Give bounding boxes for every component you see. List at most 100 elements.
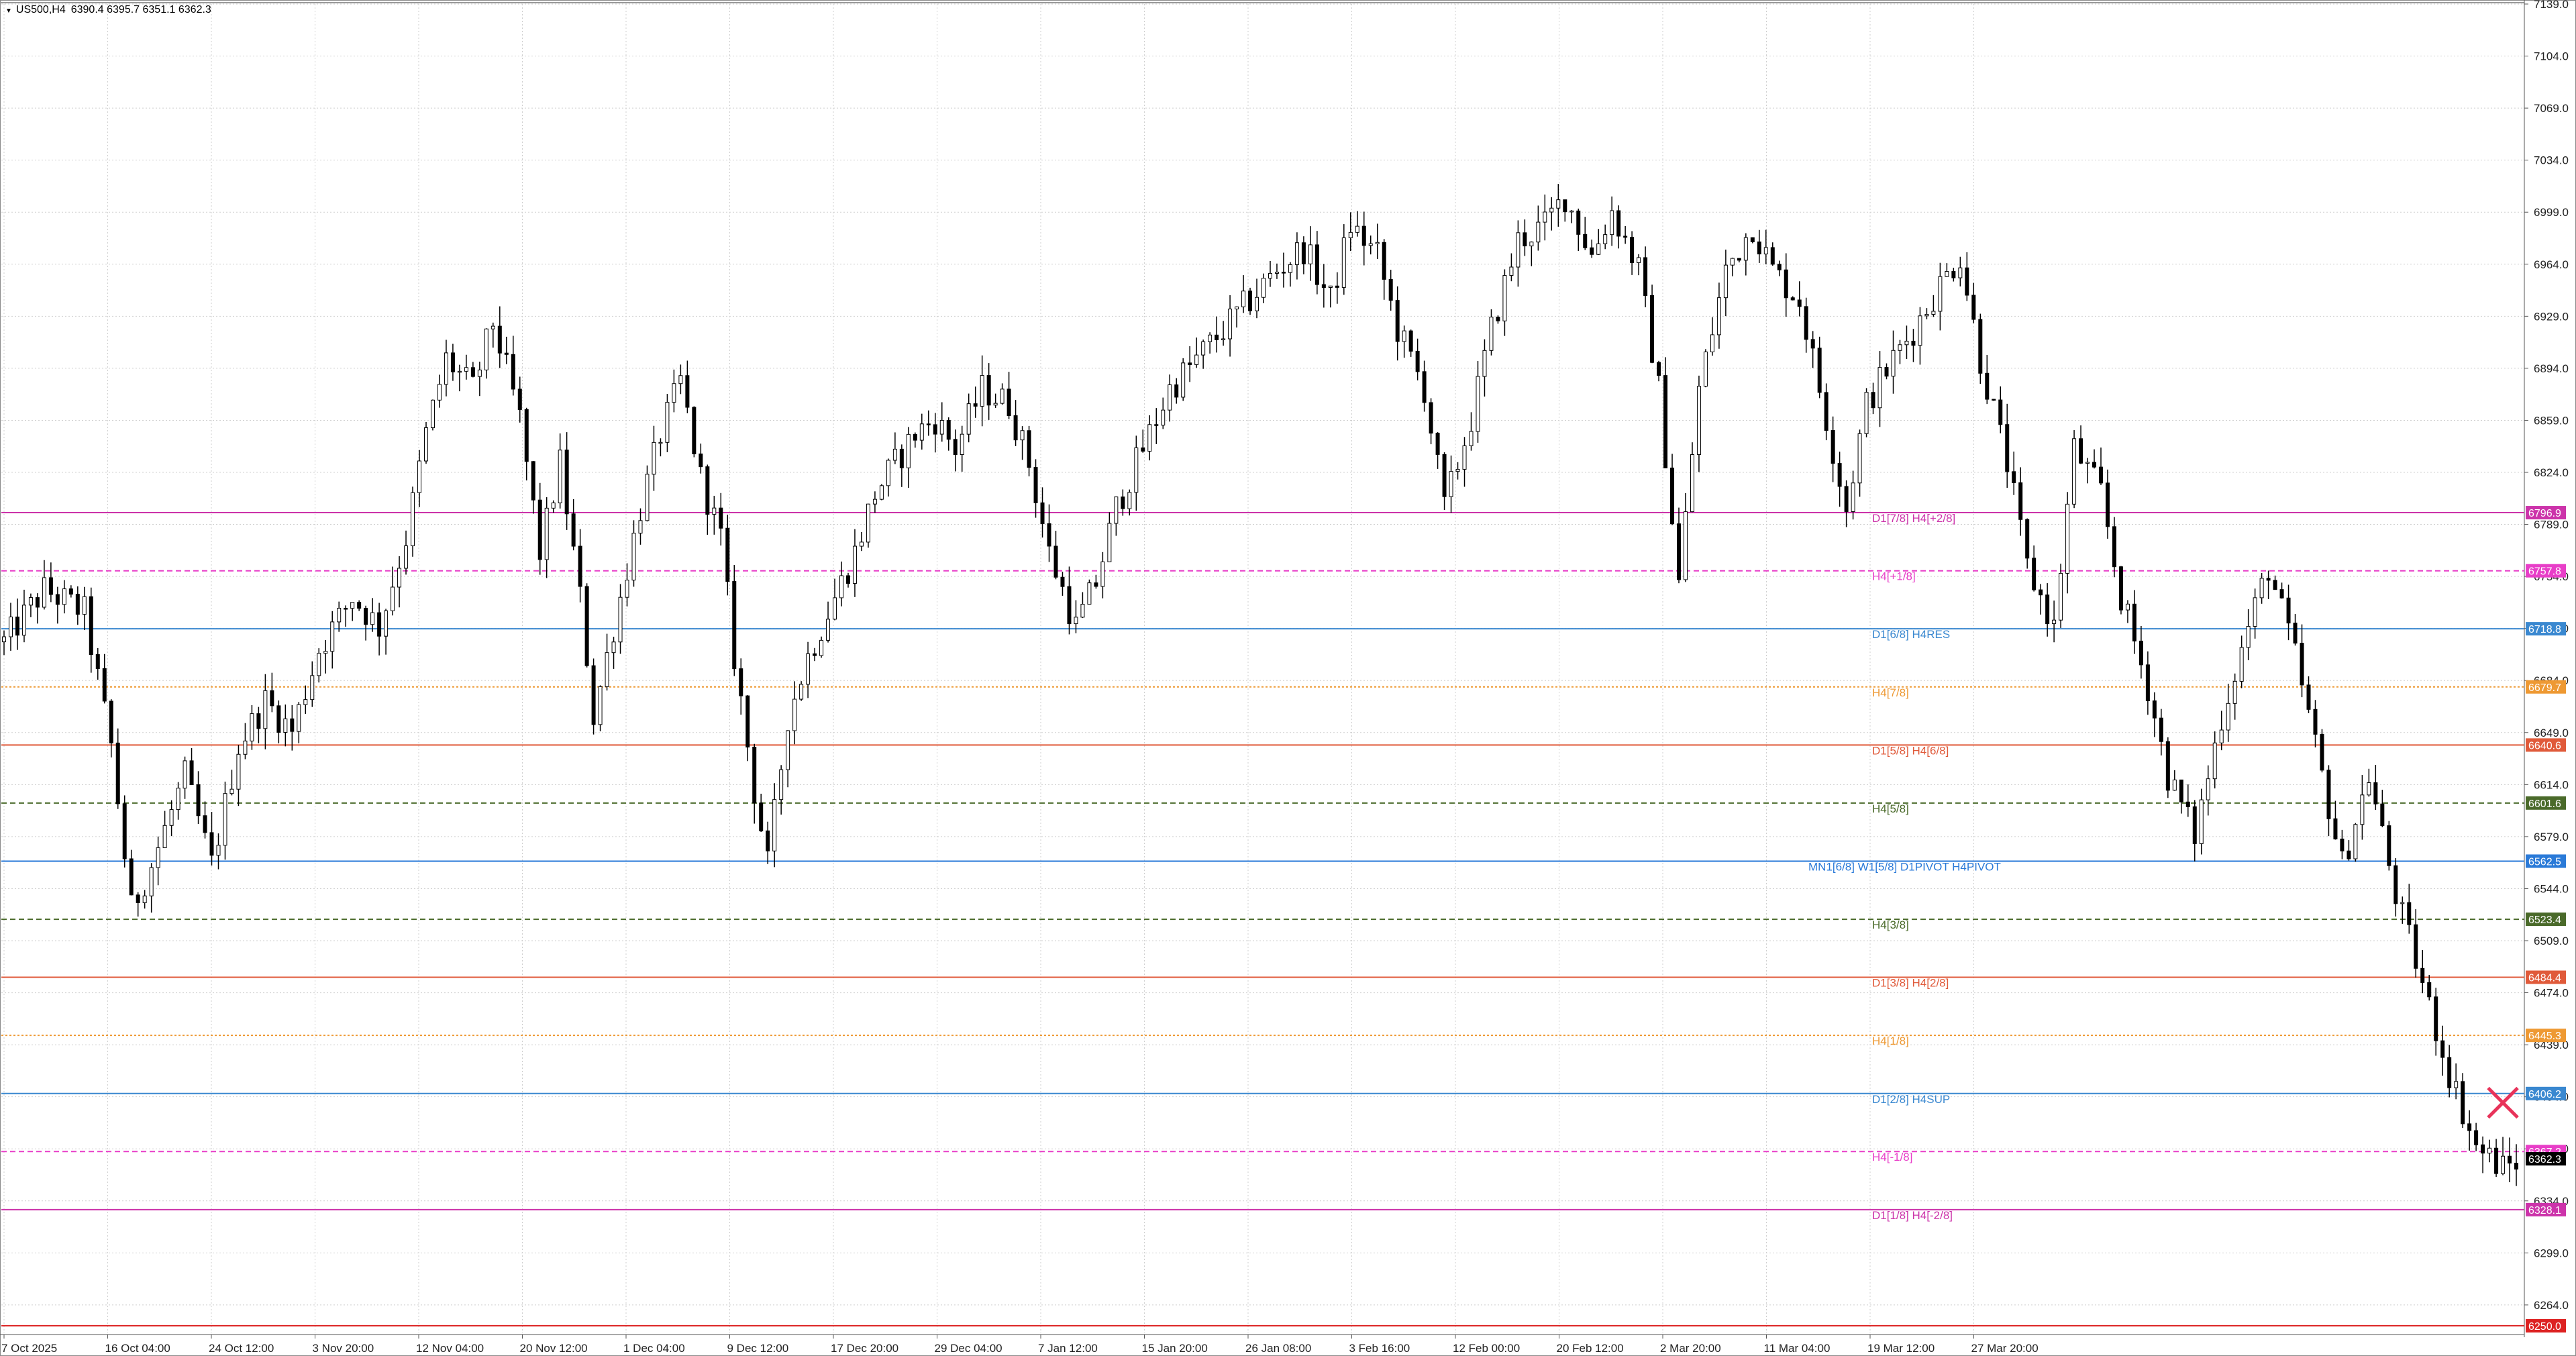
- x-tick-label: 19 Mar 12:00: [1867, 1342, 1935, 1355]
- candle-body: [62, 588, 66, 605]
- candle-body: [645, 474, 650, 521]
- candle-body: [391, 586, 395, 611]
- candle-body: [705, 466, 710, 515]
- candle-body: [2185, 801, 2190, 807]
- candle-body: [1763, 247, 1768, 255]
- candle-body: [1208, 334, 1213, 342]
- candle-body: [1891, 350, 1896, 377]
- price-tag: [2526, 506, 2566, 520]
- candle-body: [1127, 492, 1132, 509]
- candle-body: [1221, 338, 1226, 341]
- price-tag-label: 6484.4: [2528, 973, 2561, 984]
- chart-header: ▼ US500,H4 6390.4 6395.7 6351.1 6362.3: [5, 4, 211, 16]
- candle-body: [2427, 982, 2432, 998]
- candle-body: [102, 668, 107, 702]
- candle-body: [276, 705, 281, 733]
- candle-body: [1737, 258, 1741, 261]
- candle-body: [1020, 430, 1025, 441]
- candle-body: [136, 894, 140, 903]
- price-tag: [2526, 738, 2566, 752]
- candle-body: [2481, 1144, 2485, 1154]
- candle-body: [1563, 199, 1567, 213]
- candle-body: [2333, 818, 2338, 839]
- level-label: H4[5/8]: [1872, 802, 1909, 815]
- candle-body: [1168, 384, 1172, 411]
- candle-body: [484, 328, 488, 370]
- candle-body: [477, 369, 482, 377]
- candle-body: [2239, 647, 2244, 682]
- candle-body: [531, 461, 535, 501]
- price-tag-label: 6523.4: [2528, 915, 2561, 926]
- candle-body: [1523, 232, 1527, 247]
- candle-body: [2132, 603, 2136, 641]
- candle-body: [323, 651, 328, 654]
- candle-body: [511, 354, 515, 390]
- candle-body: [1683, 511, 1688, 580]
- candle-body: [470, 367, 475, 377]
- candle-body: [1958, 267, 1963, 278]
- candle-body: [772, 799, 777, 851]
- level-label: H4[1/8]: [1872, 1035, 1909, 1047]
- price-tag-label: 6757.8: [2528, 566, 2561, 578]
- candle-body: [1790, 297, 1795, 301]
- candle-body: [1315, 244, 1319, 285]
- candle-body: [297, 704, 301, 732]
- candle-body: [806, 653, 811, 685]
- y-tick-label: 7104.0: [2534, 50, 2569, 63]
- candle-body: [2347, 850, 2351, 859]
- candle-body: [156, 847, 160, 868]
- candle-body: [2461, 1081, 2465, 1125]
- level-label: D1[7/8] H4[+2/8]: [1872, 512, 1955, 525]
- candle-body: [2387, 825, 2391, 866]
- candle-body: [1630, 237, 1635, 264]
- candle-body: [1743, 237, 1748, 261]
- y-tick-label: 6544.0: [2534, 882, 2569, 895]
- candle-body: [2005, 424, 2010, 472]
- candle-body: [1355, 225, 1359, 233]
- candle-body: [1107, 523, 1112, 562]
- candle-body: [946, 419, 951, 440]
- candle-body: [1710, 334, 1714, 353]
- candle-body: [2514, 1163, 2519, 1170]
- candle-body: [2079, 438, 2083, 464]
- x-tick-label: 20 Nov 12:00: [520, 1342, 588, 1355]
- candle-body: [169, 809, 174, 826]
- candle-body: [1951, 271, 1956, 278]
- y-tick-label: 6999.0: [2534, 206, 2569, 219]
- y-tick-label: 6579.0: [2534, 831, 2569, 843]
- candle-body: [759, 802, 764, 831]
- candle-body: [571, 513, 576, 547]
- candle-body: [430, 399, 435, 428]
- candle-body: [1904, 340, 1909, 346]
- price-tag: [2526, 622, 2566, 636]
- candle-body: [1583, 233, 1588, 248]
- candle-body: [833, 597, 837, 620]
- candle-body: [564, 450, 569, 515]
- candle-body: [2072, 438, 2077, 505]
- candle-body: [584, 586, 589, 666]
- candle-body: [2420, 968, 2425, 983]
- price-tag: [2526, 1202, 2566, 1216]
- candle-body: [1308, 244, 1312, 264]
- candle-body: [892, 448, 897, 461]
- candle-body: [450, 352, 455, 372]
- candle-body: [1375, 242, 1380, 244]
- candle-body: [115, 742, 120, 804]
- candle-body: [1616, 210, 1621, 237]
- x-tick-label: 20 Feb 12:00: [1557, 1342, 1624, 1355]
- collapse-triangle-icon[interactable]: ▼: [5, 7, 12, 15]
- candle-body: [2085, 462, 2090, 464]
- candle-body: [1261, 278, 1266, 298]
- candle-body: [1228, 309, 1233, 340]
- candle-body: [2259, 578, 2264, 598]
- candle-body: [1121, 497, 1125, 509]
- price-tag-label: 6679.7: [2528, 682, 2561, 694]
- candle-body: [2152, 700, 2157, 719]
- candle-body: [1516, 232, 1521, 268]
- candle-body: [1623, 236, 1628, 238]
- candle-body: [1435, 433, 1440, 455]
- candle-body: [813, 653, 817, 656]
- level-label: MN1[6/8] W1[5/8] D1PIVOT H4PIVOT: [1808, 860, 2001, 873]
- candle-body: [2159, 717, 2163, 742]
